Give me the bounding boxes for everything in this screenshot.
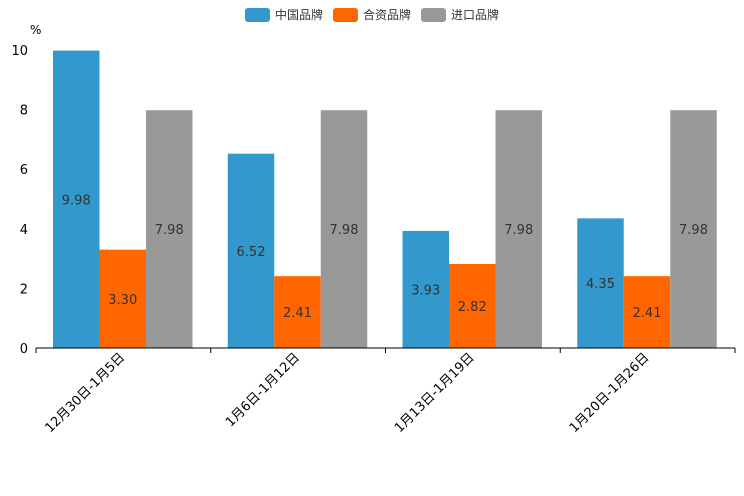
category-label-3: 1月20日-1月26日 (567, 350, 653, 436)
bar-series2-cat1[interactable] (320, 110, 368, 348)
bar-series2-cat3[interactable] (670, 110, 717, 348)
bar-series1-cat2[interactable] (449, 263, 496, 348)
legend-swatch-china-brand (244, 7, 270, 22)
category-label-0: 12月30日-1月5日 (42, 350, 128, 436)
x-axis-ticks (35, 348, 736, 353)
y-tick-label-10: 10 (11, 44, 28, 59)
bar-label-series2-cat1: 7.98 (330, 223, 359, 238)
bars-group (53, 50, 717, 348)
bar-label-series2-cat2: 7.98 (504, 223, 533, 238)
category-labels-group: 12月30日-1月5日 1月6日-1月12日 1月13日-1月19日 1月20日-1月… (42, 350, 652, 436)
bar-series0-cat3[interactable] (577, 218, 624, 348)
legend-swatch-imported-brand (421, 7, 446, 22)
category-label-2: 1月13日-1月19日 (392, 350, 478, 436)
y-tick-label-6: 6 (20, 163, 28, 178)
bar-series2-cat2[interactable] (495, 110, 543, 348)
bar-label-series0-cat3: 4.35 (586, 277, 615, 292)
legend-swatch-joint-venture-brand (332, 7, 358, 22)
bar-label-series1-cat2: 2.82 (458, 300, 487, 315)
legend-label-joint-venture-brand: 合资品牌 (362, 8, 411, 22)
bar-label-series2-cat3: 7.98 (679, 223, 708, 238)
bar-series0-cat0[interactable] (53, 50, 100, 348)
bar-label-series0-cat2: 3.93 (411, 283, 440, 298)
bar-label-series1-cat1: 2.41 (283, 306, 312, 321)
bar-series1-cat1[interactable] (274, 276, 321, 348)
category-label-1: 1月6日-1月12日 (223, 350, 303, 430)
bar-series1-cat0[interactable] (99, 249, 147, 348)
bar-label-series2-cat0: 7.98 (155, 223, 184, 238)
bar-series0-cat2[interactable] (402, 230, 450, 348)
legend-item-imported-brand[interactable]: 进口品牌 (421, 6, 499, 23)
y-axis-ticks: 0 2 4 6 8 10 (11, 44, 28, 357)
legend-item-joint-venture-brand[interactable]: 合资品牌 (332, 6, 411, 23)
bar-series0-cat1[interactable] (227, 153, 275, 348)
y-tick-label-0: 0 (20, 342, 28, 357)
legend-label-china-brand: 中国品牌 (274, 8, 323, 22)
bar-label-series1-cat3: 2.41 (633, 306, 662, 321)
y-tick-label-4: 4 (20, 223, 28, 238)
y-tick-label-8: 8 (20, 104, 28, 119)
bar-label-series0-cat1: 6.52 (237, 245, 266, 260)
bar-series2-cat0[interactable] (146, 110, 193, 348)
bar-series1-cat3[interactable] (623, 276, 671, 348)
legend-label-imported-brand: 进口品牌 (451, 8, 500, 22)
bar-label-series0-cat0: 9.98 (62, 193, 91, 208)
bar-labels-group: 9.98 3.30 7.98 6.52 2.41 7.98 3.93 2.82 7.98 4.35… (62, 193, 708, 321)
legend-item-china-brand[interactable]: 中国品牌 (244, 6, 323, 23)
y-tick-label-2: 2 (20, 282, 28, 297)
y-axis-unit-label: % (30, 23, 41, 37)
bar-label-series1-cat0: 3.30 (108, 293, 137, 308)
chart-legend: 中国品牌 合资品牌 进口品牌 (0, 6, 744, 23)
